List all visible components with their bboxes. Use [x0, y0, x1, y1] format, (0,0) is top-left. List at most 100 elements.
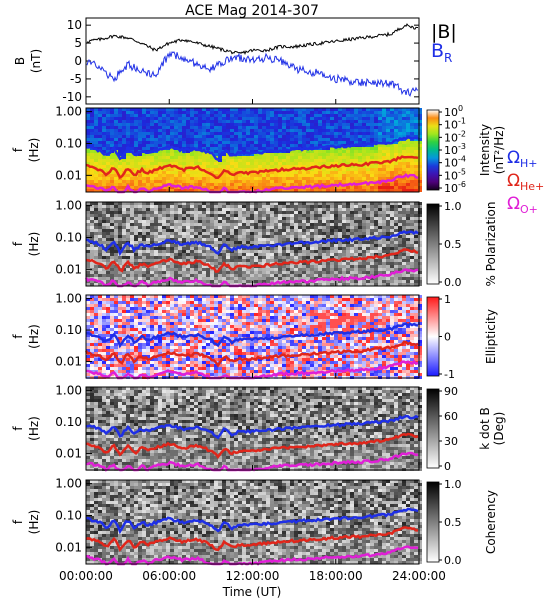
x-tick-label: 12:00:00	[226, 569, 280, 583]
y-axis-label: f	[11, 519, 25, 524]
colorbar-tick-label: 0	[444, 331, 451, 344]
y-tick-label: 1.00	[55, 477, 82, 491]
gyro-legend-H-plus: ΩH+	[507, 148, 538, 170]
colorbar-label: k dot B	[478, 407, 492, 449]
y-axis-unit: (Hz)	[27, 324, 41, 349]
y-tick-label: 0.10	[55, 323, 82, 337]
y-axis-unit: (Hz)	[27, 416, 41, 441]
legend-bmag: |B|	[431, 21, 457, 43]
heatmap-cells	[86, 295, 422, 379]
y-axis-label: f	[11, 334, 25, 339]
colorbar-tick-label: 10-5	[444, 167, 466, 182]
gyro-legend-He-plus: ΩHe+	[507, 171, 544, 193]
gyro-curve-H-plus	[86, 507, 419, 535]
y-tick-label: 0.01	[55, 355, 82, 369]
colorbar-tick-label: 0.0	[444, 276, 462, 289]
colorbar-tick-label: 1	[444, 293, 451, 306]
colorbar-tick-label: 0	[444, 460, 451, 473]
x-tick-label: 00:00:00	[59, 569, 113, 583]
y-axis-label: f	[11, 241, 25, 246]
series-line-bmag	[86, 23, 418, 56]
gyro-curve-H-plus	[85, 322, 419, 349]
heatmap-cells	[86, 387, 422, 471]
colorbar-tick-label: 10-2	[444, 129, 466, 144]
colorbar-label-unit: (nT²/Hz)	[492, 126, 506, 174]
gyro-curve-He-plus	[85, 155, 419, 180]
y-axis-label: B	[13, 57, 27, 65]
y-tick-label: 0.01	[55, 447, 82, 461]
colorbar-tick-label: 0.5	[444, 516, 462, 529]
x-axis-label: Time (UT)	[222, 585, 282, 599]
y-axis-unit: (Hz)	[27, 510, 41, 535]
colorbar-tick-label: 30	[444, 435, 458, 448]
colorbar-tick-label: 10-6	[444, 180, 466, 195]
colorbar-tick-label: 60	[444, 410, 458, 423]
y-tick-label: 1.00	[55, 384, 82, 398]
gyro-curve-He-plus	[85, 248, 419, 273]
x-tick-label: 24:00:00	[392, 569, 446, 583]
colorbar-tick-label: -1	[444, 368, 455, 381]
colorbar-label-unit: (Deg)	[492, 412, 506, 446]
gyro-legend-O-plus: ΩO+	[507, 194, 538, 216]
heatmap-cells	[86, 480, 422, 564]
colorbar	[426, 481, 440, 563]
gyro-curve-He-plus	[85, 340, 419, 368]
y-tick-label: -10	[62, 90, 82, 104]
y-tick-label: -5	[70, 72, 82, 86]
y-axis-label: f	[11, 147, 25, 152]
gyro-curve-H-plus	[85, 230, 419, 257]
y-tick-label: 0.10	[55, 230, 82, 244]
legend-br: BR	[431, 40, 452, 65]
colorbar-tick-label: 1.0	[444, 478, 462, 491]
gyro-curve-H-plus	[86, 414, 419, 440]
y-tick-label: 0.01	[55, 168, 82, 182]
colorbar	[426, 296, 440, 377]
colorbar-tick-label: 1.0	[444, 200, 462, 213]
x-tick-label: 06:00:00	[142, 569, 196, 583]
heatmap-cells	[86, 108, 422, 192]
series-line-br	[86, 50, 419, 97]
y-tick-label: 0	[74, 54, 82, 68]
colorbar-tick-label: 10-1	[444, 117, 466, 132]
figure-title: ACE Mag 2014-307	[185, 3, 319, 19]
panel-bfield: 10 5 0 -5 -10 B (nT) |B|BR	[13, 17, 457, 105]
y-axis-unit: (nT)	[29, 49, 43, 73]
y-tick-label: 1.00	[55, 105, 82, 119]
y-tick-label: 1.00	[55, 199, 82, 213]
y-tick-label: 1.00	[55, 292, 82, 306]
gyro-curve-He-plus	[85, 432, 419, 459]
panel-frame	[85, 17, 420, 105]
y-tick-label: 0.01	[55, 540, 82, 554]
panel-2: 1.00 0.10 0.01 f (Hz) 1.0 0.5 0.0 % Polarization	[11, 199, 498, 289]
y-tick-label: 0.01	[55, 262, 82, 276]
panel-1: 1.00 0.10 0.01 f (Hz) 10010-110-210-310-410-5…	[11, 104, 544, 216]
gyro-curve-He-plus	[85, 526, 418, 552]
colorbar	[426, 203, 440, 285]
gyro-curve-H-plus	[85, 135, 419, 162]
y-tick-label: 0.10	[55, 508, 82, 522]
colorbar-tick-label: 100	[444, 104, 463, 119]
x-tick-label: 18:00:00	[309, 569, 363, 583]
colorbar-label: Ellipticity	[484, 309, 498, 364]
colorbar-tick-label: 0.5	[444, 238, 462, 251]
colorbar	[426, 388, 440, 469]
panel-3: 1.00 0.10 0.01 f (Hz) 1 0 -1 Ellipticity	[11, 292, 498, 381]
colorbar-label: % Polarization	[484, 202, 498, 287]
y-axis-unit: (Hz)	[27, 232, 41, 257]
y-tick-label: 0.10	[55, 415, 82, 429]
panel-5: 1.00 0.10 0.01 f (Hz) 1.0 0.5 0.0 Coherency	[11, 477, 498, 567]
heatmap-cells	[86, 202, 422, 286]
y-tick-label: 5	[74, 36, 82, 50]
colorbar-tick-label: 90	[444, 385, 458, 398]
colorbar	[426, 109, 440, 191]
colorbar-label: Coherency	[484, 490, 498, 554]
colorbar-tick-label: 10-4	[444, 155, 466, 170]
panel-4: 1.00 0.10 0.01 f (Hz) 90 60 30 0 k dot B (Deg)	[11, 384, 506, 473]
colorbar-tick-label: 10-3	[444, 142, 466, 157]
colorbar-tick-label: 0.0	[444, 554, 462, 567]
y-axis-label: f	[11, 426, 25, 431]
y-tick-label: 10	[67, 18, 82, 32]
colorbar-label: Intensity	[478, 124, 492, 176]
y-tick-label: 0.10	[55, 136, 82, 150]
